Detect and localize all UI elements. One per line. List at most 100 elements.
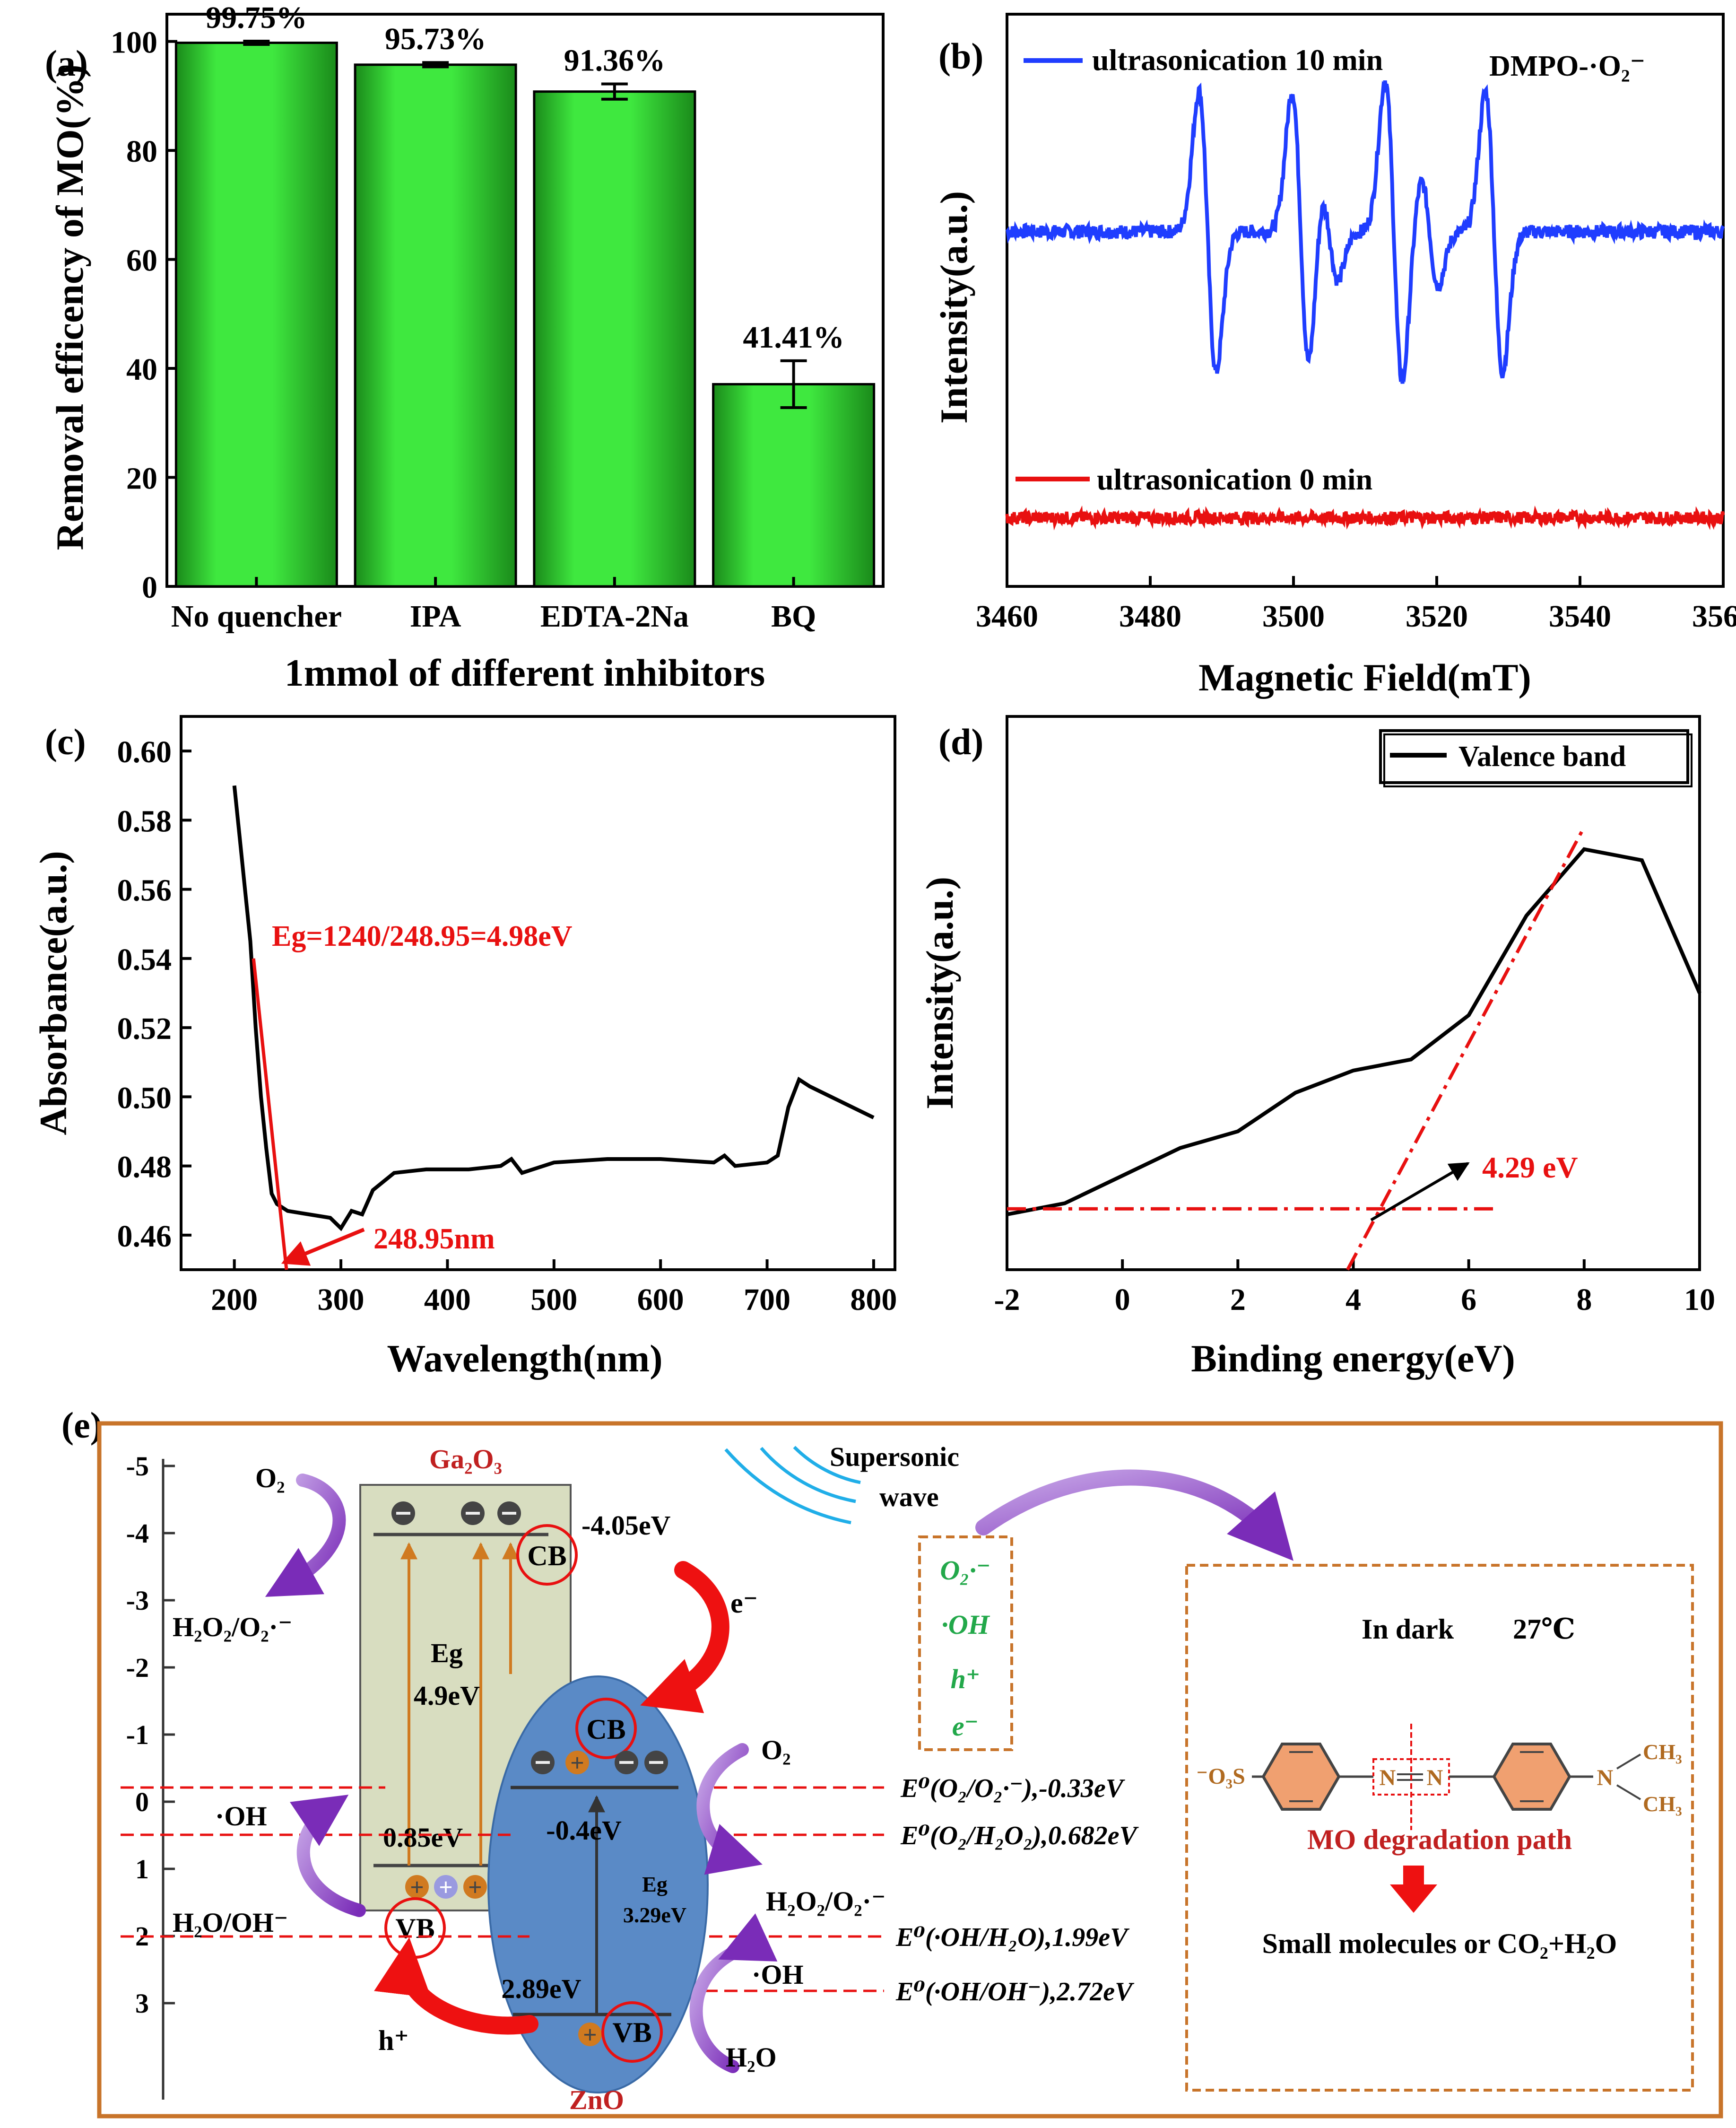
x-tick-label-d: 8 — [1576, 1282, 1592, 1317]
y-tick-label-a: 20 — [126, 462, 157, 496]
x-tick-label-c: 600 — [637, 1282, 684, 1317]
e-minus-label: e⁻ — [730, 1587, 758, 1619]
species-box — [918, 1535, 1013, 1751]
zno-hole — [578, 2023, 602, 2046]
panel-label-a: (a) — [45, 43, 88, 84]
x-tick-label-d: 0 — [1115, 1282, 1130, 1317]
azo-n-2: N — [1427, 1765, 1443, 1790]
x-tick-label-c: 300 — [318, 1282, 365, 1317]
annotation-eV: 4.29 eV — [1482, 1151, 1578, 1184]
ga-cb-energy: -4.05eV — [582, 1510, 671, 1541]
chart-d: -2 0 2 4 6 8 10 4.29 eV Valence band Binding e… — [918, 715, 1715, 1380]
ga-electrons — [391, 1501, 521, 1525]
zno-vb-energy: 2.89eV — [501, 1973, 581, 2004]
products-label: Small molecules or CO₂+H₂O — [1262, 1928, 1617, 1959]
bar — [354, 63, 517, 588]
annotation-wavelength: 248.95nm — [373, 1223, 495, 1255]
chart-a: 0 20 40 60 80 100 99.75% No quencher 95.73% IPA 9… — [48, 0, 885, 694]
x-axis-title-a: 1mmol of different inhibitors — [285, 651, 765, 694]
x-tick-label-c: 400 — [424, 1282, 471, 1317]
in-dark-label: In dark — [1362, 1613, 1454, 1645]
zno-cb-circle — [575, 1698, 637, 1759]
x-tick-label-a: No quencher — [171, 599, 342, 634]
y-axis-title-c: Absorbance(a.u.) — [32, 851, 75, 1135]
hole-plus-2: + — [439, 1874, 453, 1901]
x-axis-title-d: Binding energy(eV) — [1191, 1337, 1515, 1380]
plot-frame-d — [1006, 715, 1701, 1271]
reaction-box — [1185, 1564, 1694, 2092]
benzene-ring-2 — [1492, 1743, 1571, 1811]
plot-frame-c — [180, 715, 896, 1271]
x-tick-label-d: 2 — [1230, 1282, 1246, 1317]
o2-right-arrow — [696, 1743, 763, 1875]
y-tick-label-c: 0.48 — [117, 1150, 172, 1185]
y-tick-label-c: 0.56 — [117, 873, 172, 908]
series-line-absorbance — [232, 785, 875, 1231]
y-tick-label-a: 0 — [142, 570, 157, 605]
h2o2-right: H₂O₂/O₂·⁻ — [766, 1886, 886, 1917]
schematic-frame — [97, 1421, 1723, 2119]
x-axis-title-b: Magnetic Field(mT) — [1198, 656, 1531, 699]
x-tick-label-c: 500 — [530, 1282, 577, 1317]
h-plus-label: h⁺ — [378, 2025, 409, 2056]
zno-vb-label: VB — [612, 2017, 651, 2048]
potential-labels: E⁰(O₂/O₂·⁻),-0.33eV E⁰(O₂/H₂O₂),0.682eV … — [895, 1774, 1139, 2006]
zno-hole-plus: + — [570, 1750, 584, 1777]
ga-vb-energy: 0.85eV — [383, 1822, 463, 1853]
y-axis-title-a: Removal efficency of MO(%) — [48, 65, 91, 550]
energy-tick-label: 3 — [135, 1988, 149, 2019]
x-tick-label-b: 3480 — [1119, 599, 1181, 634]
x-axis-title-c: Wavelength(nm) — [387, 1337, 662, 1380]
bar-value-label: 41.41% — [743, 320, 844, 355]
annotation-dmpo: DMPO-·O₂⁻ — [1489, 50, 1645, 82]
y-tick-label-c: 0.52 — [117, 1012, 172, 1046]
bar — [712, 383, 876, 588]
sound-wave-icon — [724, 1446, 861, 1525]
x-tick-label-c: 200 — [211, 1282, 258, 1317]
oh-right-arrow — [689, 1913, 778, 2073]
zno-cb-energy: -0.4eV — [546, 1815, 622, 1846]
zno-cb-label: CB — [586, 1714, 625, 1745]
electron-transfer-arrow — [640, 1561, 729, 1713]
mo-path-label: MO degradation path — [1307, 1824, 1572, 1855]
bar — [533, 90, 696, 588]
hole-plus-3: + — [468, 1874, 482, 1901]
legend-shadow-d — [1383, 733, 1693, 787]
ga-cb-label: CB — [527, 1540, 566, 1571]
energy-tick-label: -5 — [126, 1451, 149, 1482]
wave-label: wave — [879, 1482, 939, 1512]
zno-electrons — [531, 1751, 668, 1774]
amine-n: N — [1597, 1765, 1614, 1790]
mo-molecule: ⁻O₃S N N N CH₃ CH₃ — [1196, 1724, 1682, 1830]
y-tick-label-c: 0.46 — [117, 1219, 172, 1254]
azo-n-1: N — [1380, 1765, 1396, 1790]
panel-label-e: (e) — [61, 1404, 103, 1446]
ga-vb-label: VB — [395, 1913, 434, 1944]
panel-label-d: (d) — [938, 721, 983, 762]
x-tick-label-c: 700 — [744, 1282, 790, 1317]
x-tick-label-b: 3500 — [1262, 599, 1325, 634]
species-1: O₂·⁻ — [940, 1555, 990, 1586]
down-arrow-icon — [1390, 1866, 1437, 1913]
x-tick-label-a: BQ — [771, 599, 816, 634]
zno-vb-circle — [601, 2001, 663, 2063]
legend-label-red: ultrasonication 0 min — [1097, 462, 1372, 496]
bar — [174, 42, 338, 588]
zno-hole-plus-2: + — [583, 2022, 597, 2049]
zno-eg-label: Eg — [642, 1872, 668, 1896]
oh-left: ·OH — [215, 1801, 267, 1831]
temperature-label: 27℃ — [1513, 1613, 1575, 1645]
plot-frame-a — [165, 13, 885, 588]
species-3: h⁺ — [951, 1664, 981, 1694]
oh-right: ·OH — [752, 1959, 804, 1990]
x-tick-label-d: 4 — [1345, 1282, 1361, 1317]
legend-label-blue: ultrasonication 10 min — [1092, 43, 1383, 77]
panel-label-c: (c) — [45, 721, 86, 762]
x-tick-label-d: -2 — [994, 1282, 1020, 1317]
y-axis-title-d: Intensity(a.u.) — [918, 877, 961, 1109]
x-tick-label-b: 3520 — [1406, 599, 1468, 634]
annotation-arrow-d — [1370, 1162, 1470, 1221]
bar-value-label: 95.73% — [385, 22, 486, 56]
bar-value-label: 91.36% — [564, 44, 666, 78]
